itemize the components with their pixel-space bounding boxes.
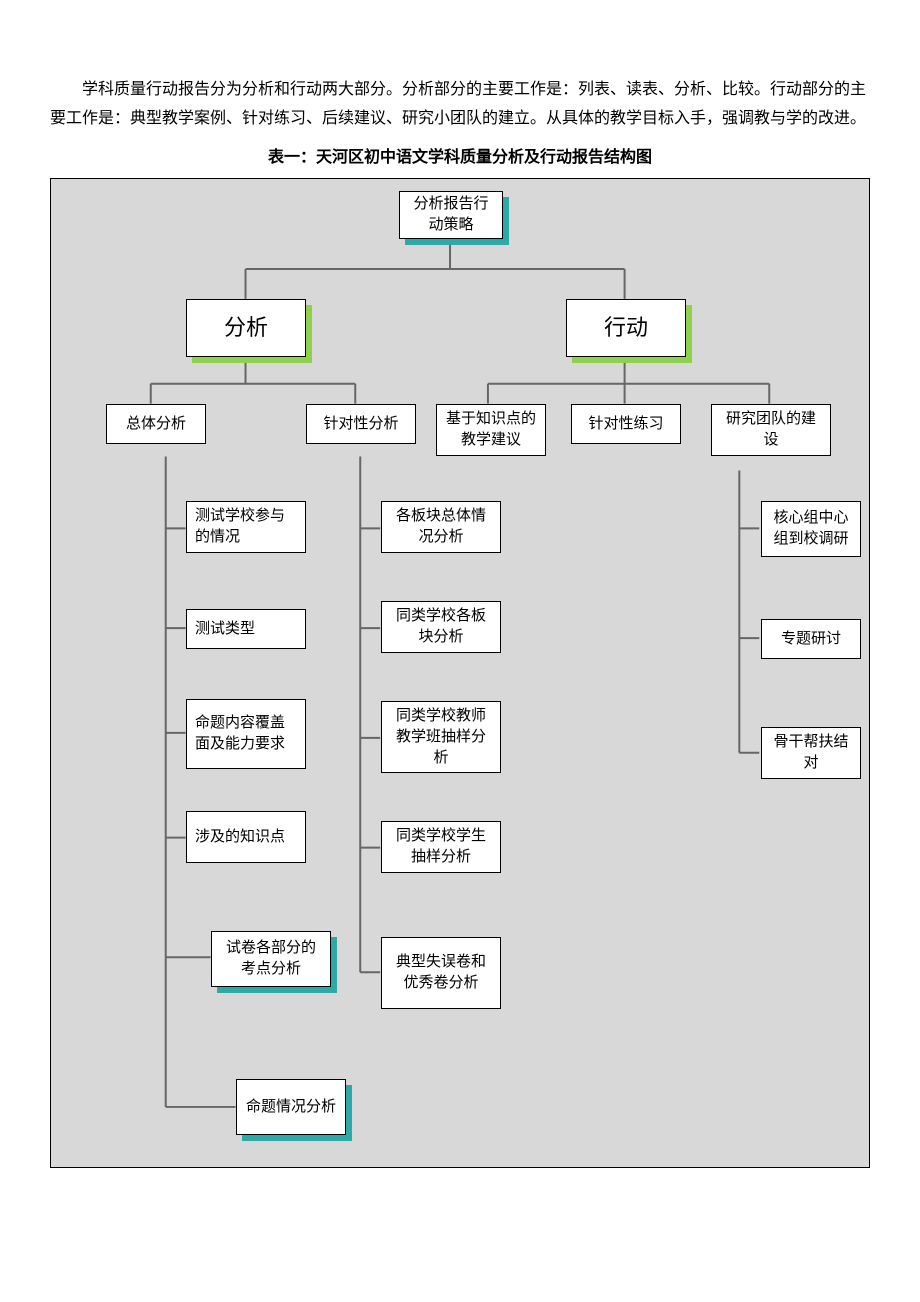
node-action: 行动: [566, 299, 686, 357]
node-overall-s5: 试卷各部分的考点分析: [211, 931, 331, 987]
node-targeted-t4: 同类学校学生抽样分析: [381, 821, 501, 873]
node-targeted-t2: 同类学校各板块分析: [381, 601, 501, 653]
node-overall-s4: 涉及的知识点: [186, 811, 306, 863]
node-research-team: 研究团队的建设: [711, 404, 831, 456]
node-targeted-analysis: 针对性分析: [306, 404, 416, 444]
node-targeted-practice: 针对性练习: [571, 404, 681, 444]
node-root: 分析报告行动策略: [399, 191, 503, 239]
node-team-r2: 专题研讨: [761, 619, 861, 659]
node-knowledge-suggestion: 基于知识点的教学建议: [436, 404, 546, 456]
node-targeted-t5: 典型失误卷和优秀卷分析: [381, 937, 501, 1009]
node-team-r3: 骨干帮扶结对: [761, 727, 861, 779]
node-overall-analysis: 总体分析: [106, 404, 206, 444]
node-overall-s1: 测试学校参与的情况: [186, 501, 306, 553]
node-overall-s2: 测试类型: [186, 609, 306, 649]
node-overall-s3: 命题内容覆盖面及能力要求: [186, 699, 306, 769]
org-chart: 分析报告行动策略 分析 行动 总体分析 针对性分析 基于知识点的教学建议 针对性…: [50, 178, 870, 1168]
connector-lines: [51, 179, 869, 1167]
node-analysis: 分析: [186, 299, 306, 357]
node-overall-s6: 命题情况分析: [236, 1079, 346, 1135]
node-targeted-t1: 各板块总体情况分析: [381, 501, 501, 553]
chart-caption: 表一：天河区初中语文学科质量分析及行动报告结构图: [50, 144, 870, 173]
node-targeted-t3: 同类学校教师教学班抽样分析: [381, 701, 501, 773]
intro-paragraph: 学科质量行动报告分为分析和行动两大部分。分析部分的主要工作是：列表、读表、分析、…: [50, 76, 870, 134]
node-team-r1: 核心组中心组到校调研: [761, 501, 861, 557]
